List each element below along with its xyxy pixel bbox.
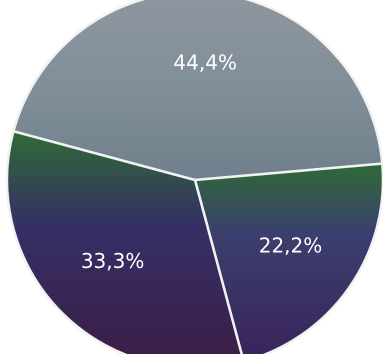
pie-labels: 44,4% 22,2% 33,3% xyxy=(81,50,323,273)
pie-slice-44-4 xyxy=(11,0,383,182)
pie-label-44-4: 44,4% xyxy=(173,50,237,74)
pie-slices xyxy=(5,0,383,354)
pie-slice-33-3 xyxy=(5,129,243,354)
pie-label-33-3: 33,3% xyxy=(81,249,145,273)
pie-label-22-2: 22,2% xyxy=(259,233,323,257)
